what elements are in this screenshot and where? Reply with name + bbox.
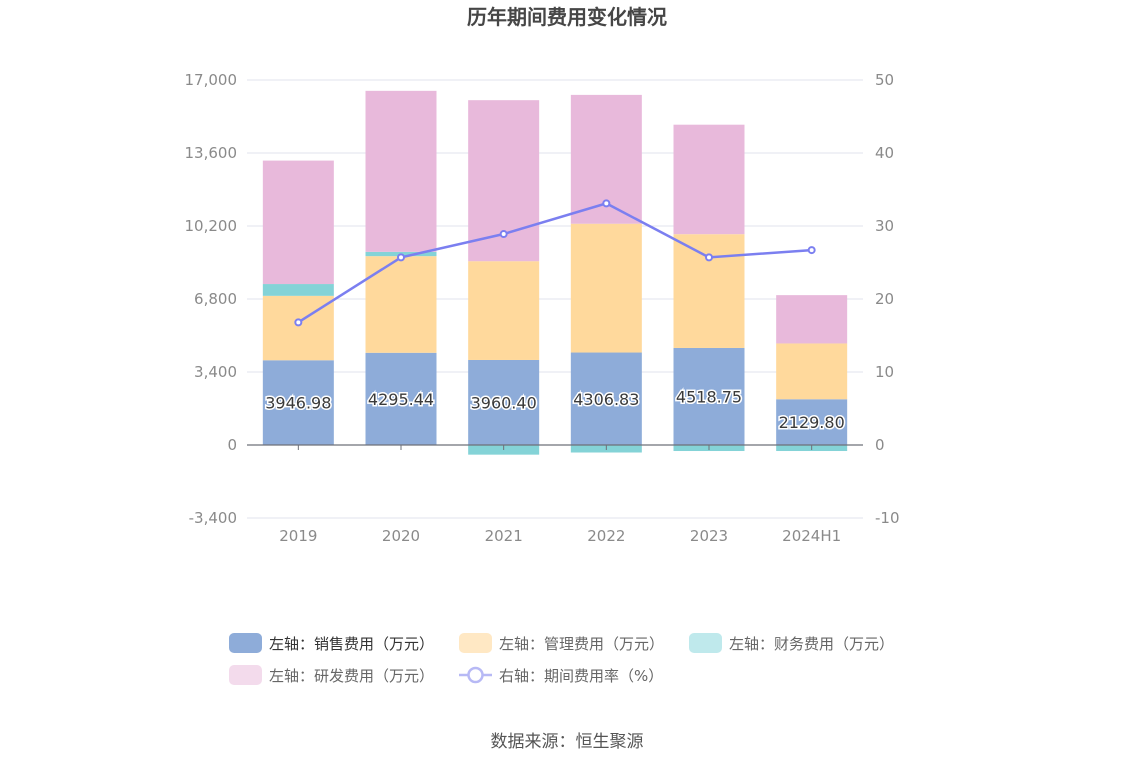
- y-axis-right: -10 0 10 20 30 40 50: [875, 71, 900, 527]
- bar-data-label: 2129.80: [779, 413, 845, 432]
- line-point: [602, 199, 611, 208]
- legend-label[interactable]: 左轴：销售费用（万元）: [269, 635, 434, 653]
- bar-data-label: 3946.98: [265, 394, 331, 413]
- bar-segment-s3-2023: [673, 124, 745, 235]
- legend-swatch[interactable]: [689, 633, 722, 653]
- bar-segment-s0-2019: [262, 360, 334, 445]
- x-tick-label: 2023: [690, 527, 728, 545]
- bar-segment-s3-2024H1: [776, 295, 848, 344]
- legend-swatch[interactable]: [229, 665, 262, 685]
- bar-data-label: 4518.75: [676, 387, 742, 406]
- bar-series: [262, 90, 848, 455]
- y-left-tick-label: 17,000: [185, 71, 238, 89]
- y-right-tick-label: 40: [875, 144, 894, 162]
- bar-segment-s0-2024H1: [776, 399, 848, 445]
- x-tick-label: 2022: [587, 527, 625, 545]
- y-right-tick-label: -10: [875, 509, 900, 527]
- y-left-tick-label: -3,400: [189, 509, 237, 527]
- bar-labels: 3946.98 4295.44 3960.40 4306.83 4518.75 2129.…: [264, 386, 847, 434]
- bar-segment-s0-2021: [468, 359, 540, 445]
- y-left-tick-label: 6,800: [194, 290, 237, 308]
- line-point: [499, 230, 508, 239]
- bar-segment-s1-2023: [673, 234, 745, 348]
- line-point: [807, 246, 816, 255]
- legend-swatch[interactable]: [459, 633, 492, 653]
- bar-segment-s3-2019: [262, 160, 334, 285]
- bar-segment-s1-2020: [365, 256, 437, 353]
- legend-swatch[interactable]: [229, 633, 262, 653]
- bar-data-label: 3960.40: [471, 393, 537, 412]
- bar-segment-s0-2022: [570, 352, 642, 445]
- chart-title: 历年期间费用变化情况: [467, 5, 667, 29]
- legend-label[interactable]: 左轴：研发费用（万元）: [269, 667, 434, 685]
- bar-segment-s0-2020: [365, 352, 437, 445]
- legend: 左轴：销售费用（万元） 左轴：管理费用（万元） 左轴：财务费用（万元） 左轴：研发费用…: [229, 633, 894, 685]
- line-path: [297, 202, 812, 324]
- y-left-tick-label: 0: [227, 436, 237, 454]
- data-source: 数据来源：恒生聚源: [491, 732, 644, 752]
- grid-lines: [247, 79, 863, 519]
- bar-segment-s1-2021: [468, 261, 540, 360]
- y-left-tick-label: 13,600: [185, 144, 238, 162]
- y-right-tick-label: 30: [875, 217, 894, 235]
- x-axis: 2019 2020 2021 2022 2023 2024H1: [247, 444, 863, 545]
- bar-segment-s1-2024H1: [776, 343, 848, 400]
- bar-segment-s2-2019: [262, 284, 334, 296]
- legend-line-marker[interactable]: [467, 666, 484, 684]
- bar-segment-s1-2022: [570, 223, 642, 353]
- y-axis-left: -3,400 0 3,400 6,800 10,200 13,600 17,000: [185, 71, 238, 527]
- x-tick-label: 2019: [279, 527, 317, 545]
- y-left-tick-label: 3,400: [194, 363, 237, 381]
- y-left-tick-label: 10,200: [185, 217, 238, 235]
- y-right-tick-label: 20: [875, 290, 894, 308]
- legend-label[interactable]: 左轴：管理费用（万元）: [499, 635, 664, 653]
- bar-segment-s3-2020: [365, 90, 437, 252]
- y-right-tick-label: 50: [875, 71, 894, 89]
- x-tick-label: 2021: [485, 527, 523, 545]
- bar-data-label: 4295.44: [368, 390, 434, 409]
- line-point: [397, 253, 405, 262]
- legend-label[interactable]: 左轴：财务费用（万元）: [729, 635, 894, 653]
- y-right-tick-label: 10: [875, 363, 894, 381]
- line-point: [705, 253, 713, 262]
- bar-data-label: 4306.83: [573, 390, 639, 409]
- x-tick-label: 2024H1: [782, 527, 841, 545]
- y-right-tick-label: 0: [875, 436, 885, 454]
- bar-segment-s0-2023: [673, 347, 745, 445]
- x-tick-label: 2020: [382, 527, 420, 545]
- line-series: [294, 199, 816, 327]
- line-point: [294, 318, 303, 327]
- legend-label[interactable]: 右轴：期间费用率（%）: [499, 667, 663, 685]
